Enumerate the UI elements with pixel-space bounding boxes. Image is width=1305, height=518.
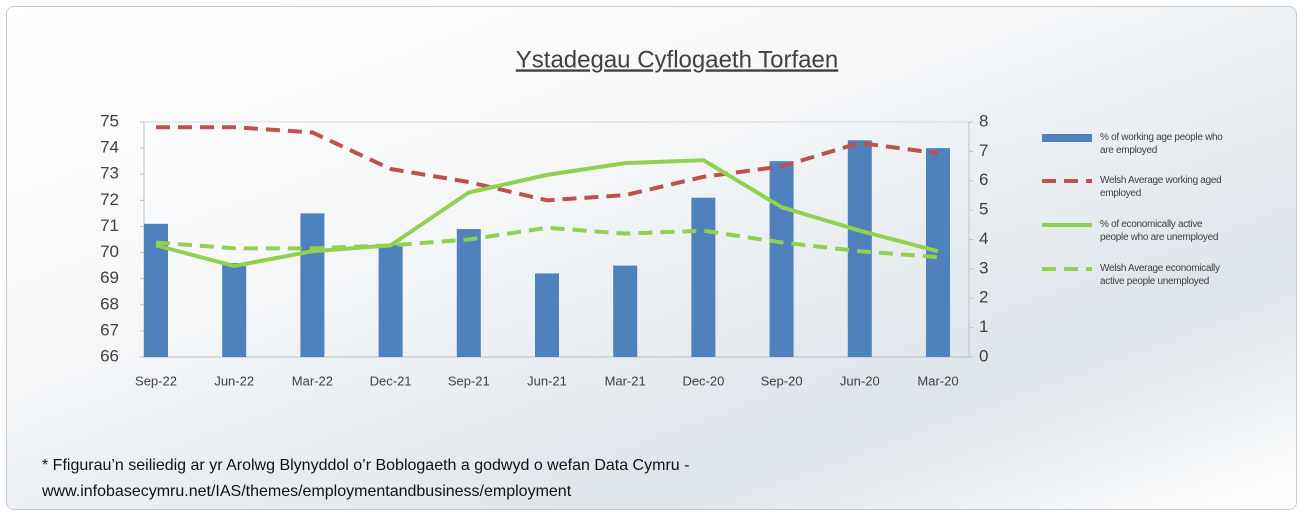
y-tick-label: 69 — [100, 268, 119, 287]
x-tick-label: Jun-22 — [214, 373, 254, 388]
bar — [222, 263, 247, 357]
y2-tick-label: 7 — [979, 141, 988, 160]
x-tick-label: Mar-20 — [917, 373, 958, 388]
y-tick-label: 72 — [100, 190, 119, 209]
y-tick-label: 68 — [100, 294, 119, 313]
x-tick-label: Mar-21 — [605, 373, 646, 388]
x-tick-label: Dec-20 — [682, 373, 724, 388]
y-tick-label: 73 — [100, 164, 119, 183]
y-tick-label: 75 — [100, 111, 119, 130]
x-tick-label: Jun-21 — [527, 373, 567, 388]
bar — [691, 197, 716, 357]
y-tick-label: 71 — [100, 216, 119, 235]
legend-label: % of economically active people who are … — [1100, 219, 1219, 243]
chart-title: Ystadegau Cyflogaeth Torfaen — [516, 46, 838, 73]
x-tick-label: Jun-20 — [840, 373, 880, 388]
bar — [613, 265, 638, 357]
x-tick-label: Sep-21 — [448, 373, 490, 388]
y2-tick-label: 8 — [979, 111, 988, 130]
legend-label: Welsh Average economically active people… — [1100, 263, 1220, 287]
line — [155, 158, 939, 268]
bar — [535, 273, 559, 357]
y2-tick-label: 4 — [979, 229, 988, 248]
y2-tick-label: 5 — [979, 200, 988, 219]
y-tick-label: 66 — [100, 346, 119, 365]
legend-swatch — [1042, 134, 1092, 142]
y-tick-label: 70 — [100, 242, 119, 261]
x-tick-label: Sep-20 — [761, 373, 803, 388]
bar — [926, 148, 950, 357]
legend-label: Welsh Average working aged employed — [1100, 175, 1222, 199]
y-tick-label: 74 — [100, 138, 119, 157]
chart: Ystadegau Cyflogaeth Torfaen 66676869707… — [100, 46, 1092, 388]
bar — [378, 244, 403, 357]
y2-tick-label: 6 — [979, 170, 988, 189]
y2-tick-label: 3 — [979, 258, 988, 277]
y2-tick-label: 0 — [979, 346, 988, 365]
x-tick-label: Sep-22 — [135, 373, 177, 388]
panel: Ystadegau Cyflogaeth Torfaen 66 67 68 69 70 7… — [6, 6, 1297, 510]
x-tick-label: Dec-21 — [370, 373, 412, 388]
y2-tick-label: 2 — [979, 288, 988, 307]
footnote: www.infobasecymru.net/IAS/themes/employm… — [42, 483, 572, 500]
bar — [847, 140, 872, 357]
line — [156, 125, 939, 203]
line — [155, 225, 939, 260]
y2-tick-label: 1 — [979, 317, 988, 336]
footnote: * Ffigurau’n seiliedig ar yr Arolwg Blyn… — [42, 457, 690, 474]
bar — [456, 229, 481, 357]
bar — [769, 161, 794, 357]
y-tick-label: 67 — [100, 320, 119, 339]
bar — [300, 213, 325, 357]
legend-label: % of working age people who are employed — [1100, 132, 1223, 156]
x-tick-label: Mar-22 — [292, 373, 333, 388]
